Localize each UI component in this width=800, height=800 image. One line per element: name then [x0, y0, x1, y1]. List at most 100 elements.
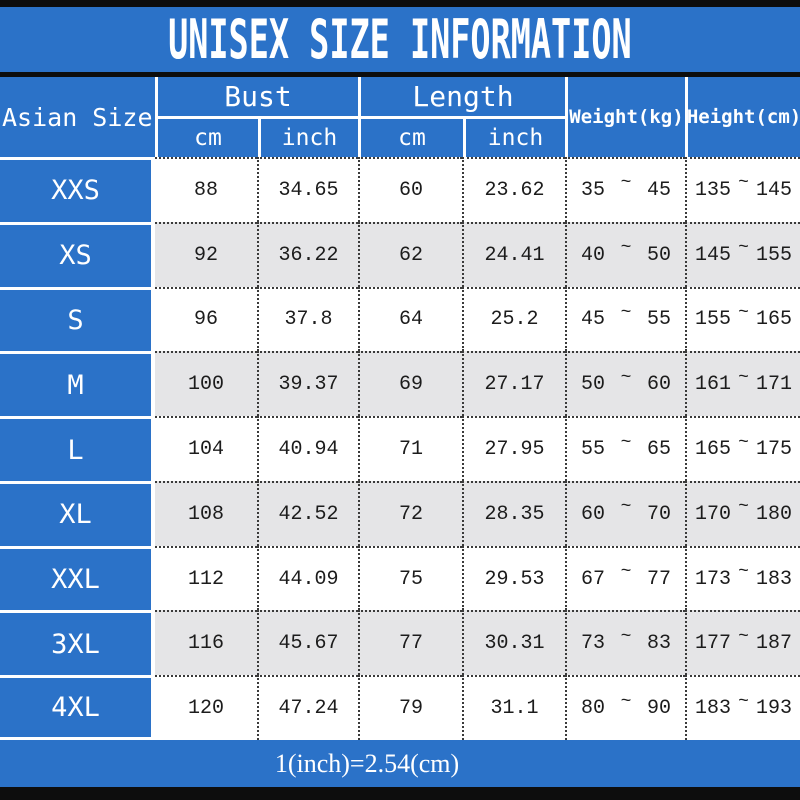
bust-cm-value: 116: [155, 610, 257, 676]
tilde: ~: [738, 562, 749, 583]
size-label: 4XL: [0, 675, 155, 741]
table-row: 3XL 116 45.67 77 30.31 73 ~83 177 ~187: [0, 610, 800, 676]
bust-cm-value: 96: [155, 286, 257, 352]
column-header-length: Length cm inch: [358, 77, 565, 157]
size-label: XXS: [0, 157, 155, 222]
bust-cm-value: 92: [155, 221, 257, 287]
length-inch-value: 28.35: [462, 480, 565, 546]
range-min: 60: [581, 502, 606, 526]
table-header: Asian Size Bust cm inch Length cm inch W…: [0, 77, 800, 157]
range-max: 180: [755, 502, 792, 526]
bust-inch-label: inch: [258, 118, 358, 157]
range-min: 55: [581, 438, 606, 462]
length-cm-value: 62: [358, 221, 462, 287]
bust-inch-value: 39.37: [257, 351, 358, 417]
weight-range: 60 ~70: [565, 480, 685, 546]
height-range: 161 ~171: [685, 351, 800, 417]
weight-range: 67 ~77: [565, 545, 685, 611]
bust-inch-value: 47.24: [257, 675, 358, 741]
range-max: 155: [755, 243, 792, 267]
length-label: Length: [412, 79, 514, 113]
length-inch-label: inch: [463, 118, 565, 157]
range-max: 70: [646, 502, 671, 526]
range-min: 35: [581, 178, 606, 202]
height-range: 177 ~187: [685, 610, 800, 676]
weight-range: 50 ~60: [565, 351, 685, 417]
size-label: 3XL: [0, 610, 155, 676]
table-row: XXL 112 44.09 75 29.53 67 ~77 173 ~183: [0, 545, 800, 611]
tilde: ~: [620, 173, 632, 194]
height-range: 183 ~193: [685, 675, 800, 741]
tilde: ~: [738, 497, 749, 518]
table-row: 4XL 120 47.24 79 31.1 80 ~90 183 ~193: [0, 675, 800, 741]
size-label: XXL: [0, 545, 155, 611]
range-min: 170: [695, 502, 732, 526]
size-label: S: [0, 286, 155, 352]
range-max: 145: [755, 178, 792, 202]
range-max: 175: [755, 438, 792, 462]
bust-inch-value: 36.22: [257, 221, 358, 287]
tilde: ~: [620, 432, 632, 453]
tilde: ~: [620, 562, 632, 583]
tilde: ~: [620, 238, 632, 259]
height-range: 165 ~175: [685, 416, 800, 481]
bust-label: Bust: [224, 79, 292, 113]
range-max: 50: [646, 243, 671, 267]
table-row: XXS 88 34.65 60 23.62 35 ~45 135 ~145: [0, 157, 800, 222]
table-row: XL 108 42.52 72 28.35 60 ~70 170 ~180: [0, 480, 800, 546]
height-range: 173 ~183: [685, 545, 800, 611]
range-min: 173: [695, 567, 732, 591]
tilde: ~: [738, 432, 749, 453]
range-max: 83: [646, 632, 671, 656]
tilde: ~: [738, 367, 749, 388]
range-max: 45: [646, 178, 671, 202]
bust-cm-label: cm: [194, 124, 222, 151]
tilde: ~: [738, 238, 749, 259]
range-max: 77: [646, 567, 671, 591]
bust-cm-value: 108: [155, 480, 257, 546]
range-min: 80: [581, 697, 606, 721]
bust-inch-value: 45.67: [257, 610, 358, 676]
weight-range: 80 ~90: [565, 675, 685, 741]
range-max: 65: [646, 438, 671, 462]
weight-range: 55 ~65: [565, 416, 685, 481]
tilde: ~: [620, 626, 632, 647]
range-max: 165: [755, 308, 792, 332]
range-min: 145: [695, 243, 732, 267]
length-cm-label: cm: [398, 124, 426, 151]
title-divider: [0, 72, 800, 77]
bust-inch-value: 37.8: [257, 286, 358, 352]
range-max: 90: [646, 697, 671, 721]
range-min: 155: [695, 308, 732, 332]
conversion-note: 1(inch)=2.54(cm): [274, 748, 460, 778]
range-max: 183: [755, 567, 792, 591]
column-header-weight: Weight(kg): [565, 77, 685, 157]
range-max: 55: [646, 308, 671, 332]
table-body: XXS 88 34.65 60 23.62 35 ~45 135 ~145 XS 92 36.22 62…: [0, 157, 800, 741]
column-header-height: Height(cm): [685, 77, 800, 157]
bust-cm-value: 88: [155, 157, 257, 222]
length-inch-value: 23.62: [462, 157, 565, 222]
weight-range: 40 ~50: [565, 221, 685, 287]
bust-cm-value: 120: [155, 675, 257, 741]
length-inch-value: 29.53: [462, 545, 565, 611]
table-row: L 104 40.94 71 27.95 55 ~65 165 ~175: [0, 416, 800, 481]
length-inch-value: 25.2: [462, 286, 565, 352]
weight-range: 45 ~55: [565, 286, 685, 352]
weight-range: 73 ~83: [565, 610, 685, 676]
range-min: 183: [695, 697, 732, 721]
table-row: M 100 39.37 69 27.17 50 ~60 161 ~171: [0, 351, 800, 417]
range-min: 45: [581, 308, 606, 332]
length-cm-value: 69: [358, 351, 462, 417]
bust-inch-value: 40.94: [257, 416, 358, 481]
range-min: 161: [695, 373, 732, 397]
tilde: ~: [738, 302, 749, 323]
size-label: L: [0, 416, 155, 481]
size-label: M: [0, 351, 155, 417]
range-min: 165: [695, 438, 732, 462]
tilde: ~: [738, 626, 749, 647]
column-header-asian-size: Asian Size: [2, 102, 153, 132]
range-max: 187: [755, 632, 792, 656]
length-cm-value: 60: [358, 157, 462, 222]
size-label: XL: [0, 480, 155, 546]
